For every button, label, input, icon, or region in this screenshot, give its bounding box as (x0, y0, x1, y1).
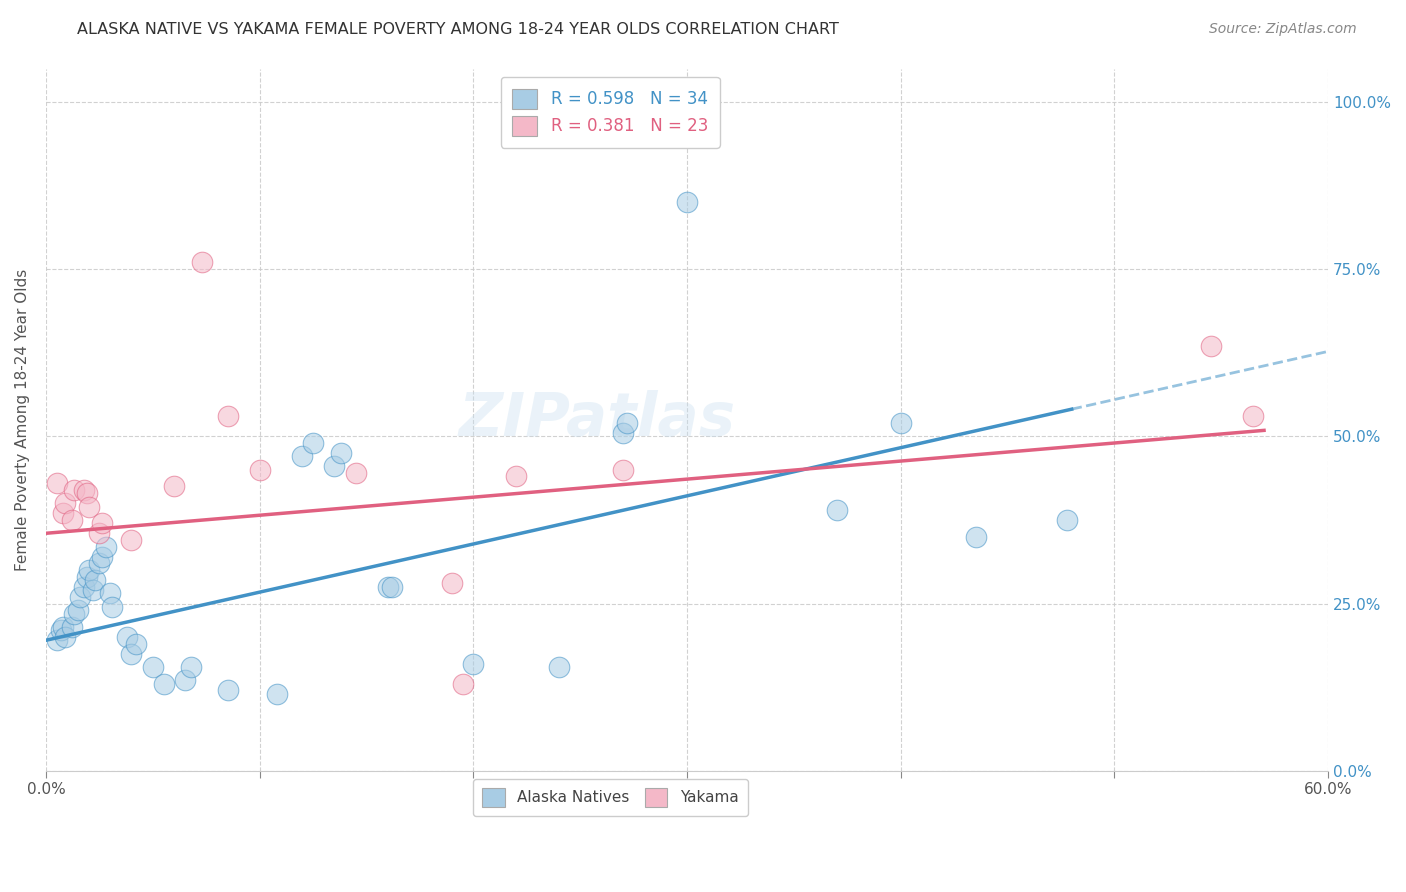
Point (180, 660, 202, 674)
Point (49, 624, 72, 638)
Point (142, 660, 165, 674)
Point (381, 580, 404, 594)
Point (53, 496, 76, 510)
Legend: Alaska Natives, Yakama: Alaska Natives, Yakama (472, 779, 748, 815)
Point (84, 573, 107, 587)
Point (616, 416, 638, 430)
Point (77, 563, 100, 577)
Point (323, 459, 346, 474)
Point (249, 463, 271, 477)
Point (163, 479, 186, 493)
Point (451, 677, 474, 691)
Point (90, 516, 112, 531)
Point (66, 603, 89, 617)
Point (76, 570, 98, 584)
Point (115, 630, 138, 644)
Point (77, 500, 100, 514)
Point (52, 620, 75, 634)
Point (344, 466, 367, 480)
Point (825, 503, 848, 517)
Point (329, 446, 352, 460)
Point (377, 580, 399, 594)
Point (1056, 513, 1078, 527)
Point (45, 633, 67, 648)
Point (547, 660, 569, 674)
Point (612, 463, 634, 477)
Point (890, 416, 912, 430)
Point (291, 450, 314, 464)
Point (125, 637, 148, 651)
Point (612, 425, 634, 440)
Point (90, 549, 112, 564)
Text: Source: ZipAtlas.com: Source: ZipAtlas.com (1209, 22, 1357, 37)
Point (94, 540, 117, 554)
Point (1199, 339, 1222, 353)
Point (1241, 409, 1264, 424)
Point (82, 583, 104, 598)
Point (89, 526, 111, 541)
Text: ZIPatlas: ZIPatlas (458, 390, 735, 449)
Point (73, 580, 96, 594)
Point (101, 599, 124, 614)
Text: ALASKA NATIVE VS YAKAMA FEMALE POVERTY AMONG 18-24 YEAR OLDS CORRELATION CHART: ALASKA NATIVE VS YAKAMA FEMALE POVERTY A… (77, 22, 839, 37)
Point (440, 576, 463, 591)
Point (676, 195, 699, 210)
Point (302, 436, 325, 450)
Point (45, 476, 67, 491)
Point (60, 620, 83, 634)
Point (217, 409, 239, 424)
Point (62, 607, 84, 621)
Point (463, 657, 485, 671)
Point (505, 469, 527, 483)
Point (73, 483, 96, 497)
Point (152, 677, 174, 691)
Point (89, 557, 111, 571)
Point (69, 590, 91, 604)
Point (60, 513, 83, 527)
Point (266, 687, 288, 701)
Y-axis label: Female Poverty Among 18-24 Year Olds: Female Poverty Among 18-24 Year Olds (15, 268, 30, 571)
Point (120, 533, 142, 547)
Point (120, 647, 142, 661)
Point (52, 506, 75, 520)
Point (217, 683, 239, 698)
Point (965, 530, 987, 544)
Point (191, 255, 214, 269)
Point (173, 673, 195, 688)
Point (76, 486, 98, 500)
Point (53, 630, 76, 644)
Point (62, 483, 84, 497)
Point (98, 586, 121, 600)
